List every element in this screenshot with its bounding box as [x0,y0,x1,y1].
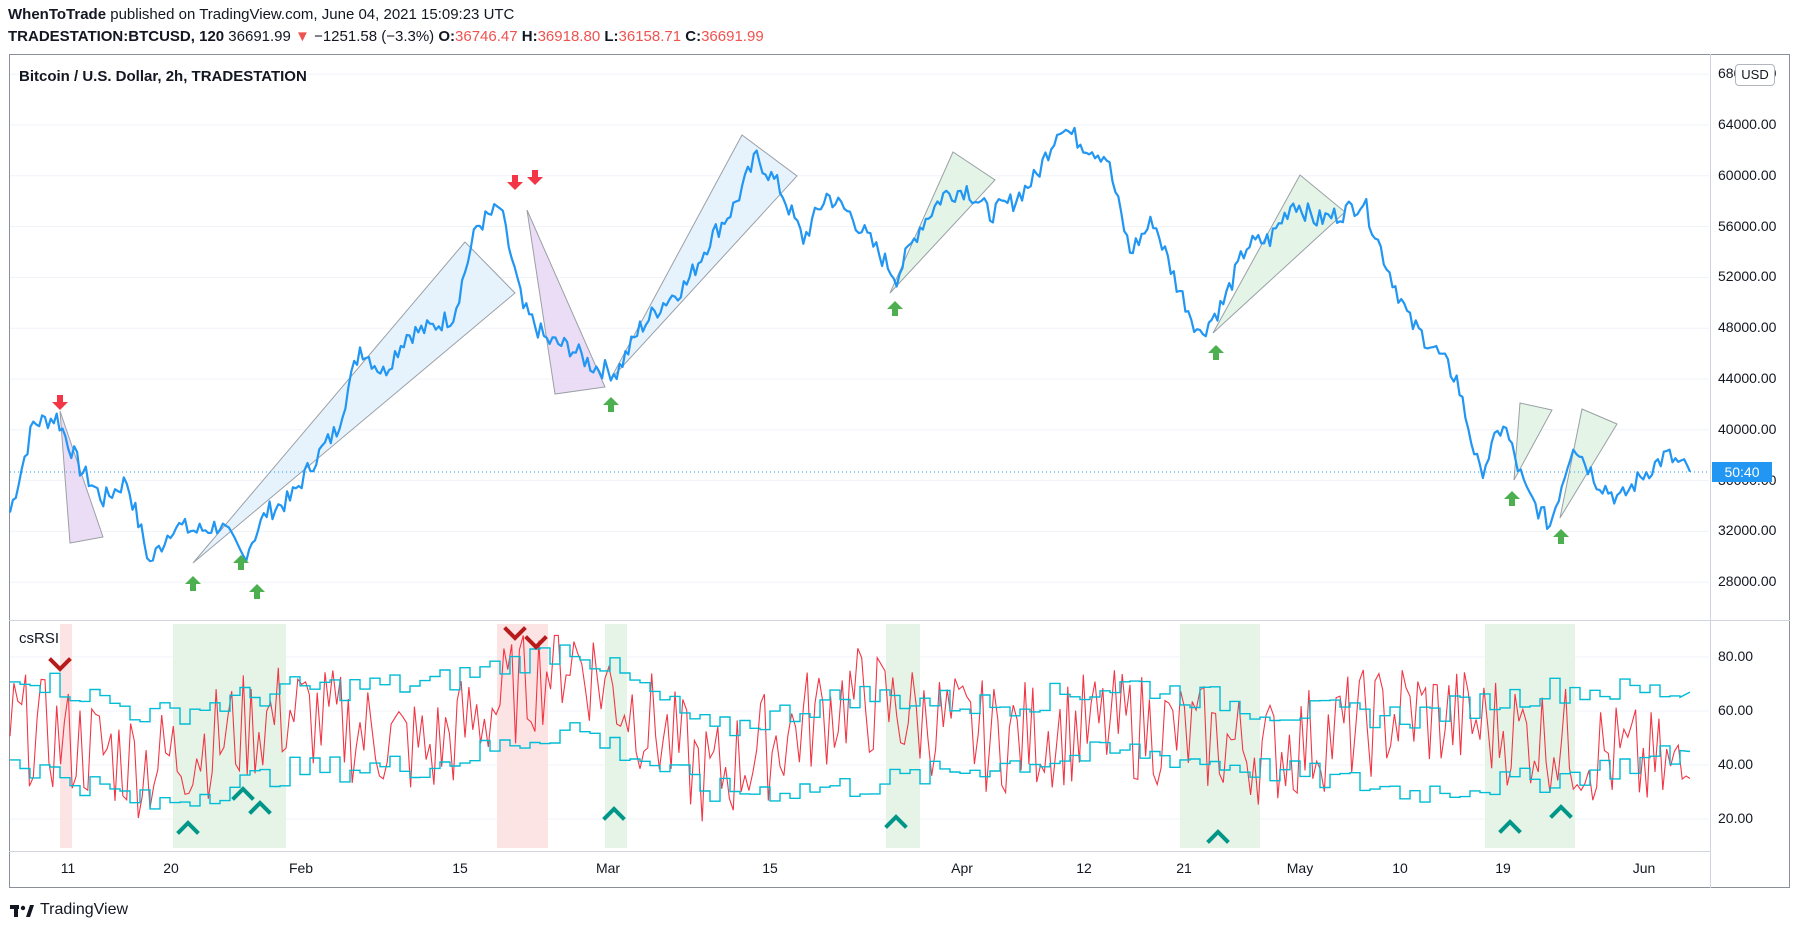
sell-signal-arrow-icon [52,395,68,410]
time-axis-label: 10 [1392,860,1408,876]
buy-signal-arrow-icon [185,576,201,591]
csrsi-upper-band [10,644,1691,737]
time-axis-border [9,851,1710,852]
symbol-info: TRADESTATION:BTCUSD, 120 36691.99 ▼ −125… [8,28,764,45]
high-value: 36918.80 [537,28,601,45]
buy-signal-arrow-icon [603,397,619,412]
price-fan-shape [192,241,516,564]
price-fan-shape [1513,402,1553,481]
price-axis-label: 48000.00 [1718,319,1777,336]
close-value: 36691.99 [701,28,764,45]
last-price: 36691.99 [228,28,291,45]
rsi-down-marker-icon [48,657,72,672]
sell-signal-arrow-icon [527,170,543,185]
csrsi-lower-band [10,722,1691,810]
low-label: L: [604,28,619,45]
price-axis-label: 32000.00 [1718,522,1777,539]
low-value: 36158.71 [618,28,682,45]
pane-separator[interactable] [9,620,1790,621]
time-axis-label: Mar [595,860,621,876]
high-label: H: [521,28,538,45]
price-axis-label: 52000.00 [1718,268,1777,285]
price-axis-label: 44000.00 [1718,370,1777,386]
btc-price-line [8,126,1692,563]
csrsi-line [9,634,1691,822]
price-fan-shape [889,151,996,294]
rsi-axis-label: 80.00 [1718,648,1754,664]
publish-info: WhenToTrade published on TradingView.com… [8,6,514,23]
buy-signal-arrow-icon [1553,529,1569,544]
rsi-up-marker-icon [884,814,908,829]
buy-signal-arrow-icon [1504,491,1520,506]
chart-frame[interactable] [9,54,1790,888]
buy-signal-arrow-icon [1208,345,1224,360]
rsi-up-marker-icon [602,806,626,821]
time-axis-label: Apr [951,860,973,876]
time-axis-label: Jun [1632,860,1656,876]
time-axis-label: 12 [1076,860,1092,876]
price-fan-shape [59,410,104,544]
time-axis-label: 15 [452,860,468,876]
rsi-signal-zone [605,624,627,848]
rsi-up-marker-icon [1498,819,1522,834]
rsi-down-marker-icon [503,626,527,641]
close-label: C: [685,28,702,45]
rsi-axis-label: 20.00 [1718,810,1754,826]
rsi-up-marker-icon [176,820,200,835]
currency-button[interactable]: USD [1735,64,1775,86]
rsi-signal-zone [886,624,920,848]
buy-signal-arrow-icon [887,301,903,316]
tradingview-logo[interactable]: TradingView [10,899,128,921]
price-axis-label: 60000.00 [1718,166,1777,183]
publish-text: published on TradingView.com, June 04, 2… [110,6,515,23]
time-axis-label: 21 [1176,860,1192,876]
rsi-signal-zone [497,624,548,848]
author-name[interactable]: WhenToTrade [8,6,107,23]
symbol-label: TRADESTATION:BTCUSD, 120 [8,28,225,45]
price-change: −1251.58 (−3.3%) [314,28,435,45]
last-price-tag: 50:40 [1712,462,1772,482]
price-fan-shape [1212,174,1346,334]
price-axis-label: 40000.00 [1718,420,1777,437]
change-arrow-icon: ▼ [295,28,310,45]
rsi-signal-zone [1180,624,1260,848]
rsi-axis-label: 40.00 [1718,756,1754,772]
time-axis-label: 20 [163,860,179,876]
price-axis-label: 28000.00 [1718,573,1777,590]
rsi-signal-zone [60,624,72,848]
rsi-up-marker-icon [1549,804,1573,819]
price-fan-shape [526,209,606,395]
price-axis-border [1710,54,1711,888]
open-value: 36746.47 [455,28,518,45]
rsi-up-marker-icon [1206,829,1230,844]
time-axis-label: 19 [1495,860,1511,876]
open-label: O: [438,28,456,45]
rsi-up-marker-icon [231,786,255,801]
time-axis-label: 15 [762,860,778,876]
price-axis-label: 64000.00 [1718,116,1777,132]
tradingview-logo-icon [10,905,34,917]
rsi-up-marker-icon [248,800,272,815]
rsi-axis-label: 60.00 [1718,702,1754,718]
time-axis-label: Feb [288,860,314,876]
sell-signal-arrow-icon [507,175,523,190]
price-pane-title: Bitcoin / U.S. Dollar, 2h, TRADESTATION [19,68,307,85]
buy-signal-arrow-icon [249,584,265,599]
rsi-pane-title: csRSI [19,630,60,647]
time-axis-label: 11 [60,860,76,876]
tradingview-brand: TradingView [40,901,129,918]
rsi-down-marker-icon [524,635,548,650]
buy-signal-arrow-icon [233,555,249,570]
time-axis-label: May [1286,860,1314,876]
price-axis-label: 56000.00 [1718,217,1777,234]
